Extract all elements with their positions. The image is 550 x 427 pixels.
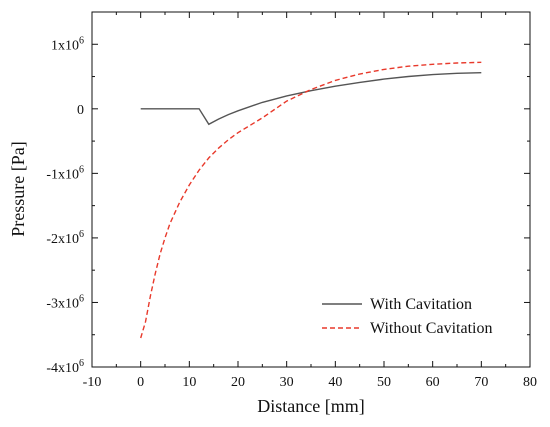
y-tick-label: -3x106 — [46, 293, 84, 311]
y-tick-label: -2x106 — [46, 229, 84, 247]
y-tick-label: 1x106 — [51, 35, 84, 53]
x-tick-labels: -10 0 10 20 30 40 50 60 70 80 — [83, 375, 537, 390]
x-axis-title: Distance [mm] — [257, 396, 364, 416]
x-tick-label: 60 — [426, 375, 440, 390]
y-tick-label: -4x106 — [46, 358, 84, 376]
series-line-with-cavitation — [140, 72, 482, 126]
y-tick-label: 0 — [77, 103, 84, 118]
x-tick-label: 10 — [182, 375, 196, 390]
x-tick-label: 30 — [280, 375, 294, 390]
y-axis-title: Pressure [Pa] — [8, 141, 28, 236]
y-tick-labels: -4x106 -3x106 -2x106 -1x106 0 1x106 — [46, 35, 84, 376]
x-tick-label: 0 — [137, 375, 144, 390]
y-tick-label: -1x106 — [46, 164, 84, 182]
legend: With Cavitation Without Cavitation — [322, 296, 492, 337]
legend-label-without-cavitation: Without Cavitation — [370, 320, 492, 337]
x-tick-label: 20 — [231, 375, 245, 390]
tick-marks — [91, 12, 531, 368]
x-tick-label: 70 — [474, 375, 488, 390]
x-tick-label: 50 — [377, 375, 391, 390]
x-tick-label: -10 — [83, 375, 102, 390]
x-tick-label: 80 — [523, 375, 537, 390]
legend-label-with-cavitation: With Cavitation — [370, 296, 472, 313]
plot-frame — [91, 11, 531, 368]
x-tick-label: 40 — [328, 375, 342, 390]
series-lines — [140, 61, 482, 339]
series-line-without-cavitation — [140, 61, 482, 339]
